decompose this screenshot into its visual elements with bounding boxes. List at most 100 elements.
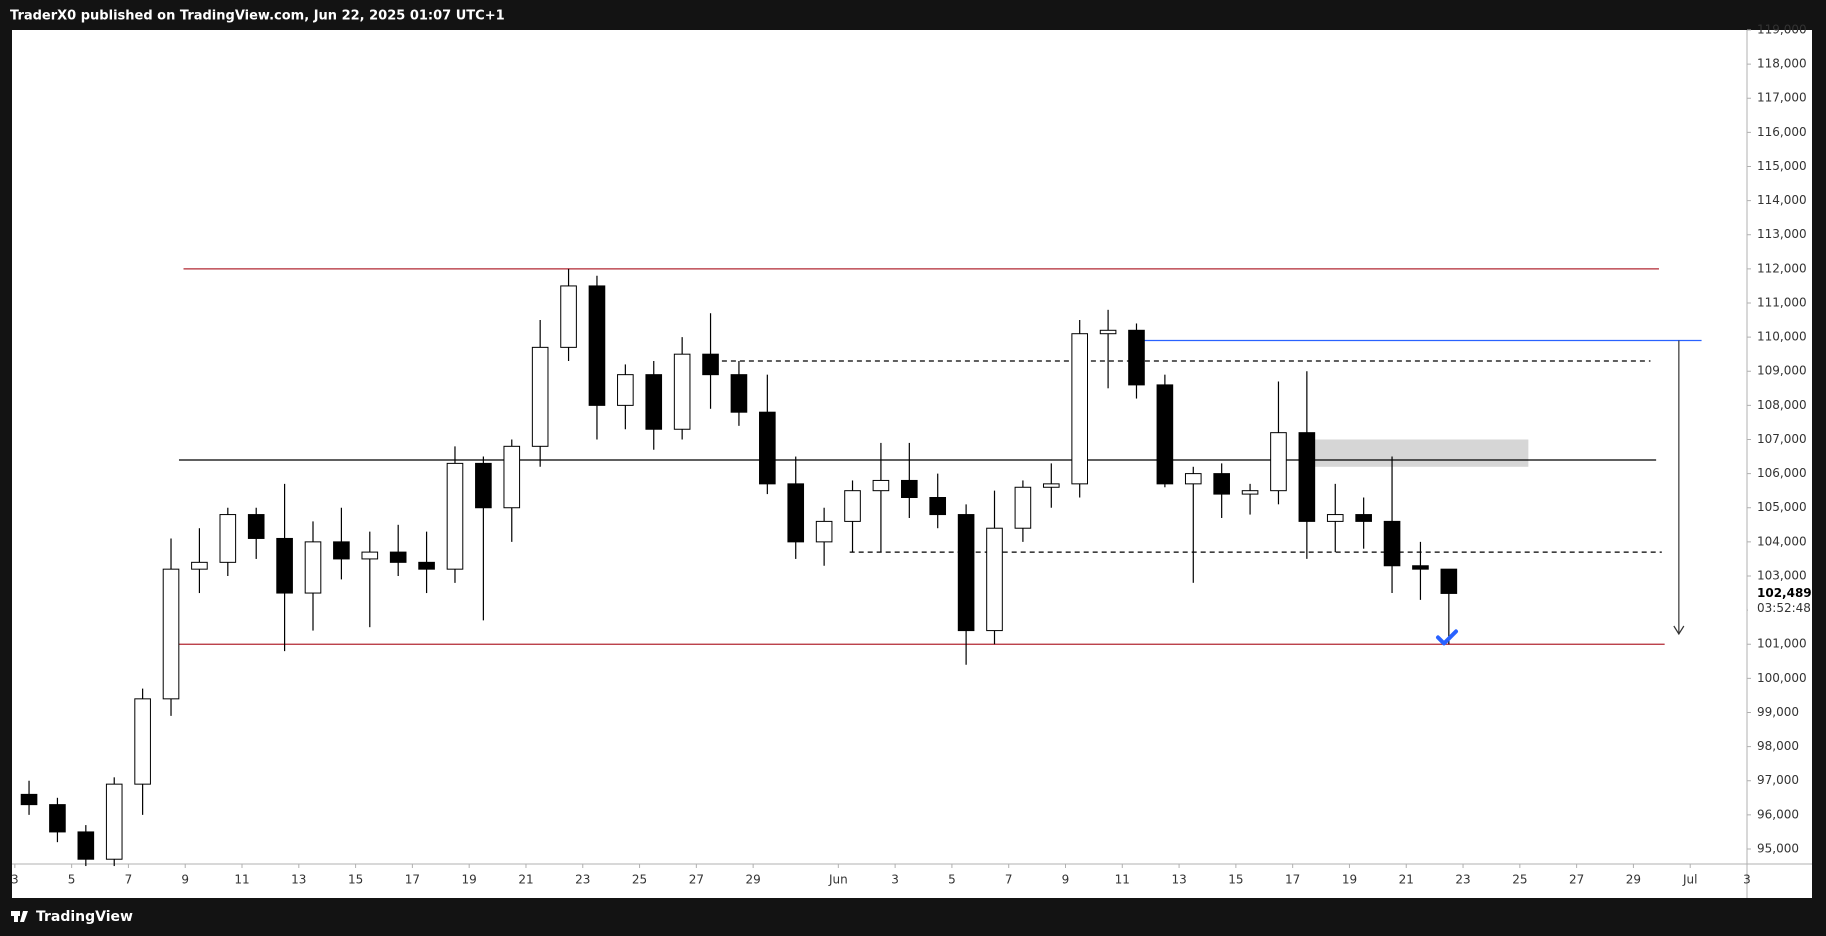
footer-logo xyxy=(11,911,28,922)
candle-body xyxy=(531,346,549,447)
candle-body xyxy=(276,537,293,594)
candle-body xyxy=(1298,432,1316,522)
candle-body xyxy=(759,411,776,485)
candle-body xyxy=(1241,490,1259,495)
x-tick-label: 11 xyxy=(234,873,249,887)
candle-body xyxy=(105,783,123,860)
x-tick-label: 15 xyxy=(1228,873,1243,887)
y-tick-label: 113,000 xyxy=(1757,227,1807,241)
x-tick-label: 13 xyxy=(291,873,306,887)
x-tick-label: 7 xyxy=(1005,873,1013,887)
candle-body xyxy=(1412,565,1429,570)
candle-body xyxy=(1213,473,1230,495)
y-tick-label: 110,000 xyxy=(1757,330,1807,344)
candle-body xyxy=(389,551,407,563)
candle-body xyxy=(872,479,890,492)
candle-body xyxy=(20,793,38,806)
x-tick-label: 5 xyxy=(948,873,956,887)
candle-body xyxy=(815,520,833,543)
y-tick-label: 99,000 xyxy=(1757,705,1799,719)
x-tick-label: 9 xyxy=(1062,873,1070,887)
candle-body xyxy=(986,527,1003,632)
y-tick-label: 117,000 xyxy=(1757,91,1807,105)
x-tick-label: 3 xyxy=(11,873,19,887)
candle-body xyxy=(304,541,322,594)
candle-body xyxy=(901,479,918,499)
y-tick-label: 109,000 xyxy=(1757,364,1807,378)
candle-body xyxy=(361,551,379,560)
arrow-head xyxy=(1673,625,1685,636)
x-tick-label: 17 xyxy=(1285,873,1300,887)
x-tick-label: 25 xyxy=(1512,873,1527,887)
y-tick-label: 95,000 xyxy=(1757,841,1799,855)
x-tick-label: Jun xyxy=(828,873,848,887)
x-tick-label: 3 xyxy=(891,873,899,887)
candle-body xyxy=(162,568,180,700)
x-tick-label: 29 xyxy=(1626,873,1641,887)
x-tick-label: 27 xyxy=(689,873,704,887)
candle-body xyxy=(1383,520,1401,567)
x-tick-label: 13 xyxy=(1171,873,1186,887)
countdown-label: 03:52:48 xyxy=(1757,601,1811,615)
y-tick-label: 100,000 xyxy=(1757,671,1807,685)
candle-body xyxy=(1270,432,1287,492)
x-tick-label: 5 xyxy=(68,873,76,887)
y-tick-label: 112,000 xyxy=(1757,261,1807,275)
x-tick-label: 11 xyxy=(1115,873,1130,887)
candle-body xyxy=(588,285,606,406)
candle-body xyxy=(1156,384,1174,485)
x-tick-label: 21 xyxy=(1399,873,1414,887)
candle-body xyxy=(503,445,521,509)
candle-body xyxy=(219,514,237,563)
chart-panel xyxy=(12,30,1812,898)
candle-body xyxy=(1099,329,1117,335)
candle-body xyxy=(475,462,492,509)
y-tick-label: 115,000 xyxy=(1757,159,1807,173)
candle-body xyxy=(844,490,861,522)
y-tick-label: 108,000 xyxy=(1757,398,1807,412)
last-price-label: 102,489 xyxy=(1757,586,1812,600)
candle-body xyxy=(446,462,464,570)
x-tick-label: 15 xyxy=(348,873,363,887)
y-tick-label: 107,000 xyxy=(1757,432,1807,446)
y-tick-label: 98,000 xyxy=(1757,739,1799,753)
x-tick-label: 23 xyxy=(1455,873,1470,887)
last-price-box xyxy=(1748,585,1808,618)
x-tick-label: 19 xyxy=(1342,873,1357,887)
candle-body xyxy=(560,285,577,348)
candle-body xyxy=(247,514,265,539)
y-tick-label: 97,000 xyxy=(1757,773,1799,787)
x-tick-label: 19 xyxy=(462,873,477,887)
candle-body xyxy=(418,561,435,570)
candle-body xyxy=(730,374,748,413)
candle-body xyxy=(645,374,663,430)
candle-body xyxy=(787,483,805,543)
x-tick-label: 23 xyxy=(575,873,590,887)
header-text: TraderX0 published on TradingView.com, J… xyxy=(10,9,505,24)
candle-body xyxy=(1042,483,1060,488)
y-tick-label: 104,000 xyxy=(1757,534,1807,548)
zone xyxy=(1306,439,1529,467)
y-tick-label: 111,000 xyxy=(1757,295,1807,309)
footer-text: TradingView xyxy=(36,909,133,925)
x-tick-label: 17 xyxy=(405,873,420,887)
x-tick-label: 21 xyxy=(518,873,533,887)
y-tick-label: 114,000 xyxy=(1757,193,1807,207)
candle-body xyxy=(702,353,719,376)
x-tick-label: Jul xyxy=(1682,873,1697,887)
x-tick-label: 27 xyxy=(1569,873,1584,887)
candle-body xyxy=(134,698,151,785)
y-tick-label: 116,000 xyxy=(1757,125,1807,139)
candle-body xyxy=(333,541,350,560)
x-tick-label: 29 xyxy=(745,873,760,887)
y-tick-label: 105,000 xyxy=(1757,500,1807,514)
candle-body xyxy=(957,514,975,632)
x-tick-label: 25 xyxy=(632,873,647,887)
candle-body xyxy=(1071,333,1089,485)
check-mark xyxy=(1436,629,1458,646)
y-tick-label: 118,000 xyxy=(1757,57,1807,71)
candle-body xyxy=(1355,514,1372,522)
candle-body xyxy=(1128,329,1145,386)
